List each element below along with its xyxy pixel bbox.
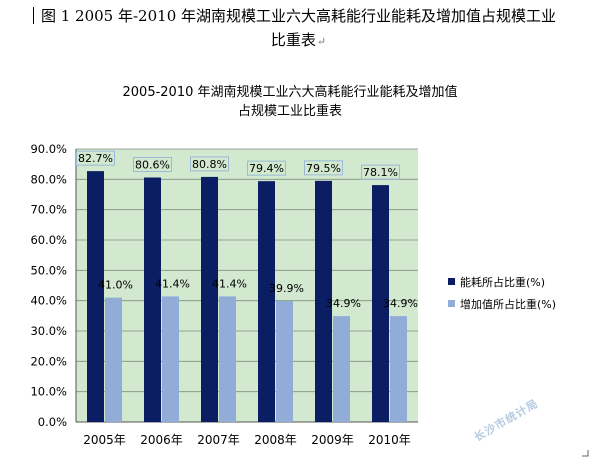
data-label-energy-group: 79.4% — [247, 160, 286, 176]
x-tick-label: 2008年 — [254, 433, 297, 447]
y-tick-label: 30.0% — [30, 324, 67, 338]
figure-caption: 图 1 2005 年-2010 年湖南规模工业六大高耗能行业能耗及增加值占规模工… — [0, 4, 597, 54]
x-tick-label: 2007年 — [197, 433, 240, 447]
data-label-box — [133, 157, 172, 173]
legend-label: 增加值所占比重(%) — [460, 297, 556, 311]
paragraph-mark-icon: ↵ — [316, 35, 327, 48]
data-label-added-value: 39.9% — [269, 282, 304, 295]
y-tick-label: 10.0% — [30, 385, 67, 399]
chart-title-line-1: 2005-2010 年湖南规模工业六大高耗能行业能耗及增加值 — [123, 84, 458, 100]
bar-added-value-share — [162, 296, 179, 422]
x-tick-label: 2010年 — [368, 433, 411, 447]
bar-energy-share — [144, 177, 161, 422]
y-tick-label: 70.0% — [30, 203, 67, 217]
bar-energy-share — [87, 171, 104, 422]
data-label-box — [76, 150, 115, 166]
data-label-energy: 80.6% — [135, 159, 170, 172]
x-tick-label: 2005年 — [83, 433, 126, 447]
caption-line-2-text: 比重表 — [270, 31, 316, 49]
data-label-added-value: 41.4% — [212, 277, 247, 290]
caption-line-2: 比重表↵ — [0, 28, 597, 54]
data-label-energy: 78.1% — [363, 166, 398, 179]
data-label-energy: 79.5% — [306, 162, 341, 175]
bar-energy-share — [315, 180, 332, 422]
bar-added-value-share — [390, 316, 407, 422]
caption-line-1: 图 1 2005 年-2010 年湖南规模工业六大高耗能行业能耗及增加值占规模工… — [40, 7, 557, 25]
bar-added-value-share — [219, 296, 236, 422]
x-tick-label: 2009年 — [311, 433, 354, 447]
data-label-energy: 80.8% — [192, 158, 227, 171]
bar-energy-share — [258, 181, 275, 422]
corner-mark-icon — [582, 450, 589, 457]
data-label-added-value: 34.9% — [326, 297, 361, 310]
y-tick-label: 0.0% — [38, 415, 67, 429]
bar-energy-share — [372, 185, 389, 422]
text-cursor — [33, 7, 34, 24]
data-label-energy-group: 82.7% — [76, 150, 115, 166]
bar-added-value-share — [276, 300, 293, 422]
data-label-energy: 79.4% — [249, 162, 284, 175]
data-label-box — [247, 160, 286, 176]
data-label-added-value: 34.9% — [383, 297, 418, 310]
chart-title-line-2: 占规模工业比重表 — [238, 103, 342, 119]
data-label-energy-group: 80.8% — [190, 156, 229, 172]
y-tick-label: 50.0% — [30, 263, 67, 277]
data-label-added-value: 41.0% — [98, 279, 133, 292]
x-tick-label: 2006年 — [140, 433, 183, 447]
data-label-energy-group: 78.1% — [361, 164, 400, 180]
data-label-box — [361, 164, 400, 180]
y-tick-label: 40.0% — [30, 294, 67, 308]
y-tick-label: 20.0% — [30, 354, 67, 368]
legend-swatch — [448, 278, 455, 285]
y-tick-label: 80.0% — [30, 172, 67, 186]
legend-swatch — [448, 300, 455, 307]
y-tick-label: 90.0% — [30, 142, 67, 156]
data-label-energy-group: 79.5% — [304, 160, 343, 176]
legend-label: 能耗所占比重(%) — [460, 275, 545, 289]
bar-added-value-share — [105, 297, 122, 422]
data-label-box — [190, 156, 229, 172]
data-label-box — [304, 160, 343, 176]
data-label-energy-group: 80.6% — [133, 157, 172, 173]
bar-energy-share — [201, 176, 218, 422]
y-tick-label: 60.0% — [30, 233, 67, 247]
chart-area[interactable]: 2005-2010 年湖南规模工业六大高耗能行业能耗及增加值 占规模工业比重表 0.… — [12, 72, 590, 465]
data-label-added-value: 41.4% — [155, 277, 190, 290]
bar-added-value-share — [333, 316, 350, 422]
plot-background — [76, 149, 418, 422]
data-label-energy: 82.7% — [78, 152, 113, 165]
